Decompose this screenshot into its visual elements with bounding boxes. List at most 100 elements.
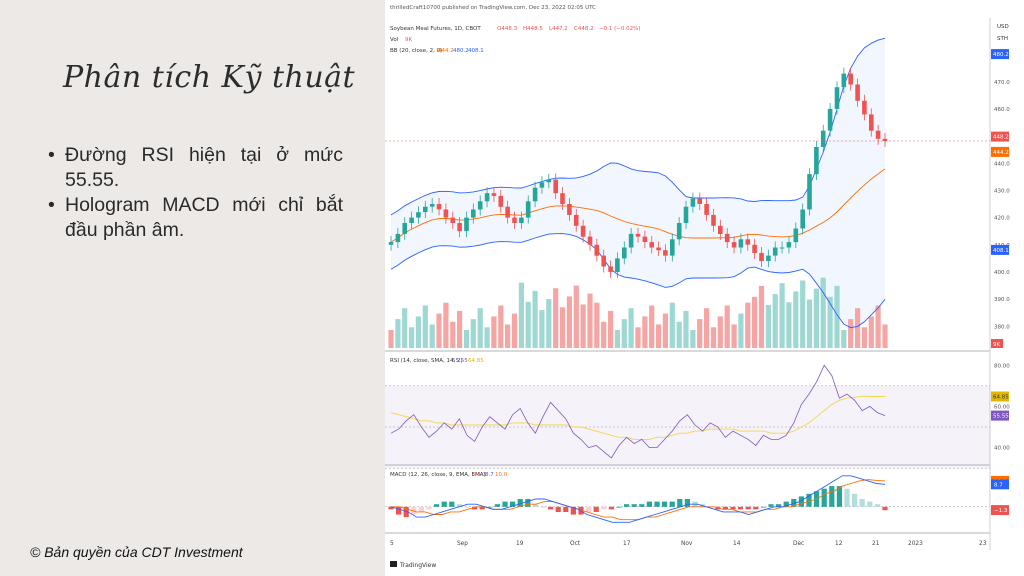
candle-body [759,252,764,262]
price-tag [991,244,1009,255]
time-tick-label: Sep [457,541,468,547]
rsi-panel[interactable]: 80.00 64.85 60.00 55.55 40.00 [385,363,1010,469]
bullet-macd: Hologram MACD mới chỉ bắt đầu phần âm. [48,193,343,243]
volume-bar [601,321,607,348]
candle-body [848,73,853,85]
time-tick-label: Oct [570,541,581,547]
volume-bar [539,310,545,348]
volume-bar [436,313,442,348]
volume-bar [676,321,682,348]
candle-body [800,209,805,229]
volume-bar [553,288,559,348]
volume-tag-label: 9K [993,342,1000,348]
candle-body [656,247,661,251]
candle-body [690,198,696,207]
bullet-list: Đường RSI hiện tại ở mức 55.55. Hologram… [48,143,343,243]
volume-bar [834,285,840,348]
tradingview-logo[interactable]: TradingView [390,561,436,569]
time-tick-label: 12 [835,541,843,547]
candle-body [649,242,654,248]
candle-body [573,214,579,226]
candle-body [855,84,860,101]
price-tag-label: 444.2 [993,150,1009,156]
candle-body [464,217,469,232]
price-panel[interactable] [385,37,990,348]
volume-bar [662,313,668,348]
macd-histogram-bar [730,506,736,510]
candle-body [587,236,593,245]
volume-bar [635,327,641,348]
candle-body [388,242,394,245]
rsi-ma-value: 64.85 [468,358,484,364]
price-tick-label: 460.0 [994,107,1010,113]
volume-bar [758,285,765,348]
macd-histogram-bar [540,506,546,508]
macd-histogram-bar [418,506,424,512]
price-tick-label: 430.0 [994,188,1010,194]
macd-histogram-bar [821,488,827,507]
bb-upper-value: 480.2 [453,48,469,54]
candle-body [663,250,668,256]
macd-histogram-bar [502,501,508,507]
price-scale[interactable]: 470.0460.0440.0430.0420.0410.0400.0390.0… [991,49,1015,348]
volume-bar [511,313,518,348]
candle-body [553,179,558,194]
macd-histogram-bar [525,499,531,507]
candle-body [525,201,531,218]
volume-bar [827,296,833,348]
price-tick-label: 470.0 [994,80,1010,86]
unit-label: STH [997,36,1008,42]
rsi-ma-line [390,395,885,440]
candle-body [779,247,785,249]
candle-body [711,214,716,226]
price-tick-label: 400.0 [994,270,1010,276]
symbol-label: Soybean Meal Futures, 1D, CBOT [390,26,481,32]
candle-body [594,244,600,256]
bullet-rsi: Đường RSI hiện tại ở mức 55.55. [48,143,343,193]
volume-bar [656,324,662,348]
macd-histogram-bar [852,493,858,507]
time-tick-label: 5 [390,541,394,547]
macd-histogram-bar [791,499,797,507]
candle-body [635,233,641,237]
macd-panel[interactable]: 10.08.7−1.3 [385,475,1009,523]
volume-bar [697,319,703,348]
candle-body [402,223,407,234]
volume-bar [649,305,655,348]
volume-bar [498,305,504,348]
time-axis[interactable]: 5 Sep 19 Oct 17 Nov 14 Dec 12 21 2023 23 [390,541,987,547]
rsi-tick-label: 80.00 [994,363,1010,369]
price-tick-label: 390.0 [994,297,1010,303]
macd-histogram-bar [464,506,470,508]
macd-histogram-bar [882,506,888,511]
macd-histogram-bar [859,499,865,507]
ohlc-change: −0.1 (−0.02%) [599,26,640,32]
volume-bar [402,308,408,348]
volume-bar [779,283,785,348]
volume-bar [882,324,888,348]
volume-bar [525,301,531,348]
macd-histogram-bar [646,501,652,507]
volume-bar [710,327,717,348]
candle-body [443,209,449,218]
macd-histogram-bar [753,506,759,510]
macd-histogram-bar [631,504,637,507]
candle-body [793,228,799,243]
macd-label: MACD (12, 26, close, 9, EMA, EMA) [390,472,486,478]
macd-histogram-bar [570,506,576,515]
price-tag [991,131,1009,142]
macd-histogram-bar [669,501,675,507]
volume-bar [457,310,463,348]
volume-bar [642,316,648,348]
time-tick-label: 2023 [908,541,923,547]
published-note: thrilledCraft10700 published on TradingV… [390,5,596,11]
volume-bar [772,294,778,348]
rsi-band-fill [385,385,990,469]
candle-body [642,236,648,242]
slide-title: Phân tích Kỹ thuật [63,60,356,95]
candle-body [670,239,675,256]
candle-body [477,201,483,210]
tradingview-chart[interactable]: thrilledCraft10700 published on TradingV… [385,0,1024,576]
volume-bar [429,324,435,348]
chart-canvas[interactable]: thrilledCraft10700 published on TradingV… [385,0,1024,576]
